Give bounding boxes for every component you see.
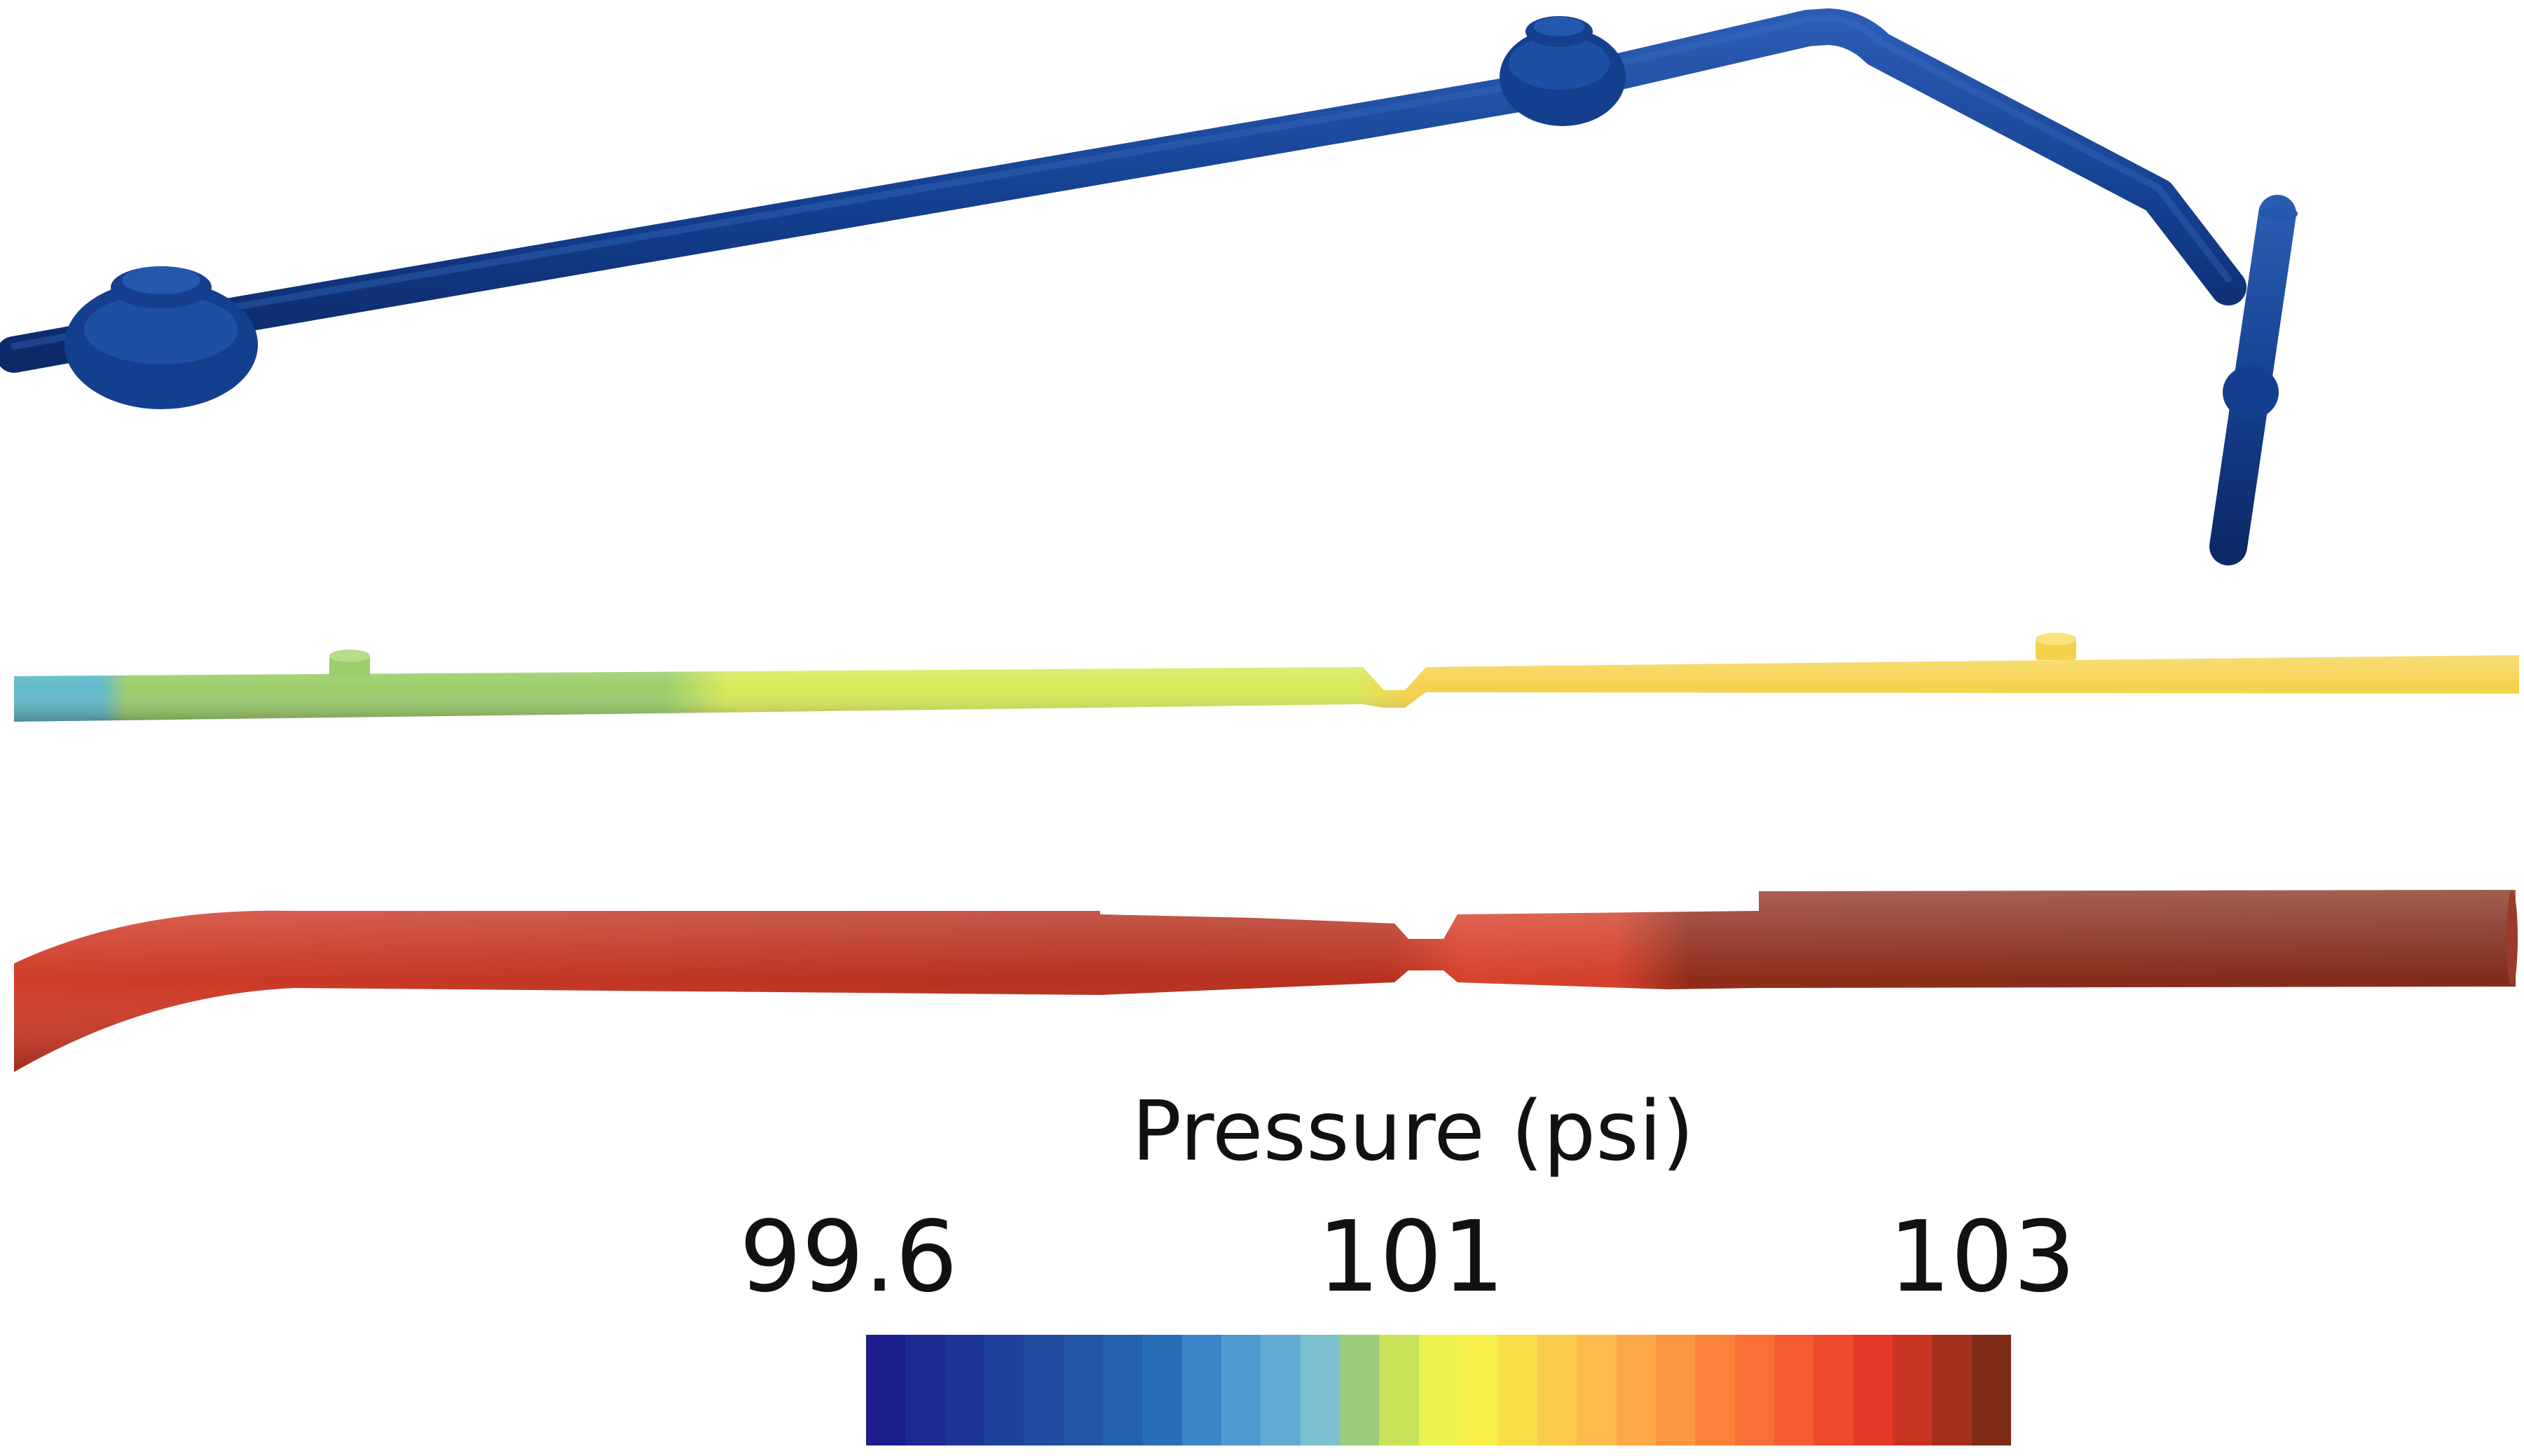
colorbar-segment: [1892, 1335, 1933, 1445]
top-pipe: [0, 8, 2298, 565]
colorbar-mid-label: 101: [1317, 1200, 1505, 1314]
colorbar-segment: [1971, 1335, 2011, 1445]
colorbar-segment: [1458, 1335, 1498, 1445]
colorbar-segment: [1142, 1335, 1182, 1445]
colorbar-segment: [1221, 1335, 1261, 1445]
colorbar-segment: [1932, 1335, 1972, 1445]
colorbar-segment: [1181, 1335, 1222, 1445]
bottom-pipe: [14, 890, 2518, 1072]
colorbar-segment: [1418, 1335, 1459, 1445]
colorbar-segment: [1300, 1335, 1340, 1445]
colorbar-segment: [866, 1335, 906, 1445]
pressure-colorbar: [866, 1335, 2011, 1445]
colorbar-segment: [1695, 1335, 1735, 1445]
colorbar-segment: [1577, 1335, 1617, 1445]
colorbar-segment: [945, 1335, 985, 1445]
colorbar-max-label: 103: [1888, 1200, 2076, 1314]
colorbar-segment: [1813, 1335, 1853, 1445]
colorbar-segment: [1103, 1335, 1143, 1445]
colorbar-segment: [1655, 1335, 1696, 1445]
colorbar-segment: [905, 1335, 945, 1445]
colorbar-segment: [1261, 1335, 1301, 1445]
colorbar-segment: [1063, 1335, 1104, 1445]
colorbar-segment: [1497, 1335, 1537, 1445]
colorbar-min-label: 99.6: [739, 1200, 958, 1314]
colorbar-segment: [1340, 1335, 1380, 1445]
colorbar-segment: [1537, 1335, 1577, 1445]
colorbar-segment: [1853, 1335, 1893, 1445]
colorbar-segment: [1734, 1335, 1774, 1445]
legend-title: Pressure (psi): [1132, 1083, 1694, 1179]
colorbar-segment: [985, 1335, 1024, 1445]
colorbar-segment: [1616, 1335, 1656, 1445]
colorbar-segment: [1024, 1335, 1064, 1445]
colorbar-segment: [1774, 1335, 1814, 1445]
colorbar-segment: [1379, 1335, 1419, 1445]
middle-pipe: [14, 633, 2519, 722]
